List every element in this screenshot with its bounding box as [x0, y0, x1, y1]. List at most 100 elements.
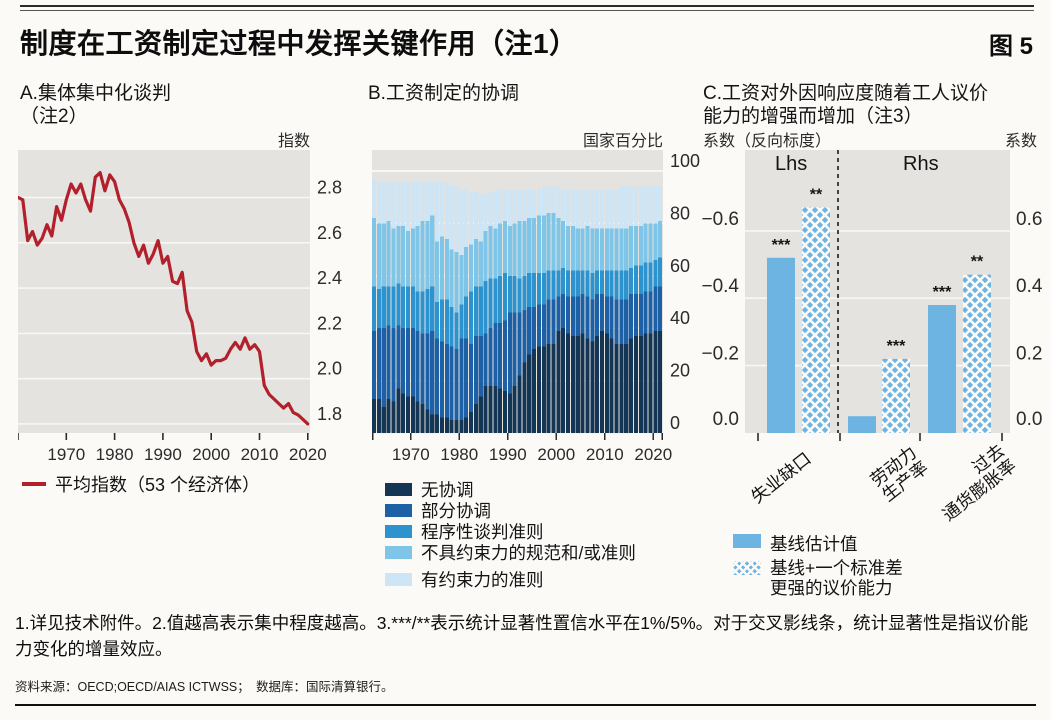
stack-segment: [556, 270, 561, 297]
x-tick-label: 1980: [440, 445, 478, 464]
stack-segment: [624, 228, 629, 271]
stack-segment: [580, 270, 585, 295]
stack-segment: [609, 296, 614, 339]
stack-segment: [372, 286, 377, 331]
stack-segment: [430, 286, 435, 331]
stack-segment: [643, 291, 648, 334]
stack-segment: [401, 393, 406, 433]
stack-segment: [527, 218, 532, 274]
stack-segment: [391, 328, 396, 402]
panel-c-rhs-label: Rhs: [903, 153, 939, 175]
red-line-swatch: [22, 482, 46, 486]
stack-segment: [415, 181, 420, 226]
stack-segment: [483, 231, 488, 282]
stack-segment: [386, 181, 391, 221]
stack-segment: [435, 338, 440, 415]
stack-segment: [541, 186, 546, 216]
y-tick-label: 2.4: [317, 268, 342, 288]
panel-c-title-line1: C.工资对外因响应度随着工人议价: [703, 83, 989, 104]
stack-segment: [517, 189, 522, 221]
stack-segment: [532, 349, 537, 433]
stack-segment: [435, 181, 440, 242]
top-rule: [20, 5, 1034, 11]
stack-segment: [561, 220, 566, 268]
stack-segment: [401, 286, 406, 329]
panel-a-legend: 平均指数（53 个经济体）: [22, 471, 260, 497]
stack-segment: [420, 220, 425, 292]
stack-segment: [488, 385, 493, 433]
stack-segment: [541, 346, 546, 433]
panel-c-left-axis-title: 系数（反向标度）: [703, 133, 832, 150]
stack-segment: [570, 189, 575, 226]
stack-segment: [633, 265, 638, 295]
stack-segment: [391, 181, 396, 229]
stack-segment: [527, 307, 532, 355]
figure-title: 制度在工资制定过程中发挥关键作用（注1）: [20, 28, 578, 59]
stack-segment: [425, 220, 430, 289]
stack-segment: [381, 406, 386, 433]
stack-segment: [599, 270, 604, 295]
stack-segment: [512, 223, 517, 276]
legend-item-baseline: 基线估计值: [733, 531, 903, 556]
stack-segment: [483, 194, 488, 232]
stack-segment: [493, 385, 498, 433]
stack-segment: [502, 391, 507, 433]
left-y-tick-label: −0.4: [701, 276, 739, 297]
stack-segment: [420, 404, 425, 433]
x-tick-label: 1970: [392, 445, 430, 464]
figure-number: 图 5: [988, 33, 1033, 60]
legend-stronger-bargaining-label: 基线+一个标准差 更强的议价能力: [770, 558, 903, 598]
stack-segment: [609, 338, 614, 433]
stack-segment: [585, 189, 590, 226]
stack-segment: [629, 294, 634, 339]
stack-segment: [522, 362, 527, 433]
stack-segment: [372, 218, 377, 287]
stack-segment: [488, 278, 493, 329]
stack-segment: [512, 312, 517, 386]
stack-segment: [604, 333, 609, 433]
stack-segment: [648, 262, 653, 292]
stack-segment: [517, 375, 522, 433]
stack-segment: [590, 228, 595, 274]
stack-segment: [619, 228, 624, 271]
stack-segment: [405, 328, 410, 397]
stack-segment: [372, 178, 377, 219]
stack-segment: [483, 281, 488, 334]
stack-segment: [590, 189, 595, 229]
panel-c-chart: 0.0 0.0 −0.2 0.2 −0.4 0.4 −0.6 0.6 *** *** ** *** **: [700, 150, 1045, 478]
legend-item: 程序性谈判准则: [385, 521, 636, 542]
stack-segment: [561, 267, 566, 295]
stack-segment: [561, 189, 566, 221]
stack-segment: [624, 270, 629, 300]
stack-segment: [619, 299, 624, 344]
stack-segment: [498, 388, 503, 433]
stack-segment: [420, 333, 425, 405]
stack-segment: [609, 189, 614, 229]
stack-segment: [435, 301, 440, 339]
stack-segment: [449, 307, 454, 347]
stack-segment: [512, 275, 517, 313]
stack-segment: [653, 286, 658, 331]
significance-stars: ***: [933, 284, 952, 301]
stack-segment: [478, 396, 483, 433]
stack-segment: [614, 299, 619, 344]
x-tick-label: 1990: [144, 445, 182, 464]
stack-segment: [507, 189, 512, 226]
stack-segment: [405, 396, 410, 433]
stack-segment: [478, 336, 483, 397]
stack-segment: [425, 333, 430, 410]
stack-segment: [585, 270, 590, 297]
stack-segment: [425, 181, 430, 221]
y-tick-label: 20: [670, 361, 690, 381]
stack-segment: [439, 236, 444, 300]
stack-segment: [405, 181, 410, 232]
grouped-bar-svg: 0.0 0.0−0.2 0.2−0.4 0.4−0.6 0.6*************: [701, 150, 1043, 441]
stack-segment: [493, 322, 498, 386]
stack-segment: [376, 288, 381, 329]
y-tick-label: 40: [670, 308, 690, 328]
stack-segment: [536, 273, 541, 305]
baseline-bar: [848, 416, 876, 433]
stack-segment: [643, 262, 648, 292]
stack-segment: [439, 299, 444, 342]
stack-segment: [614, 343, 619, 433]
